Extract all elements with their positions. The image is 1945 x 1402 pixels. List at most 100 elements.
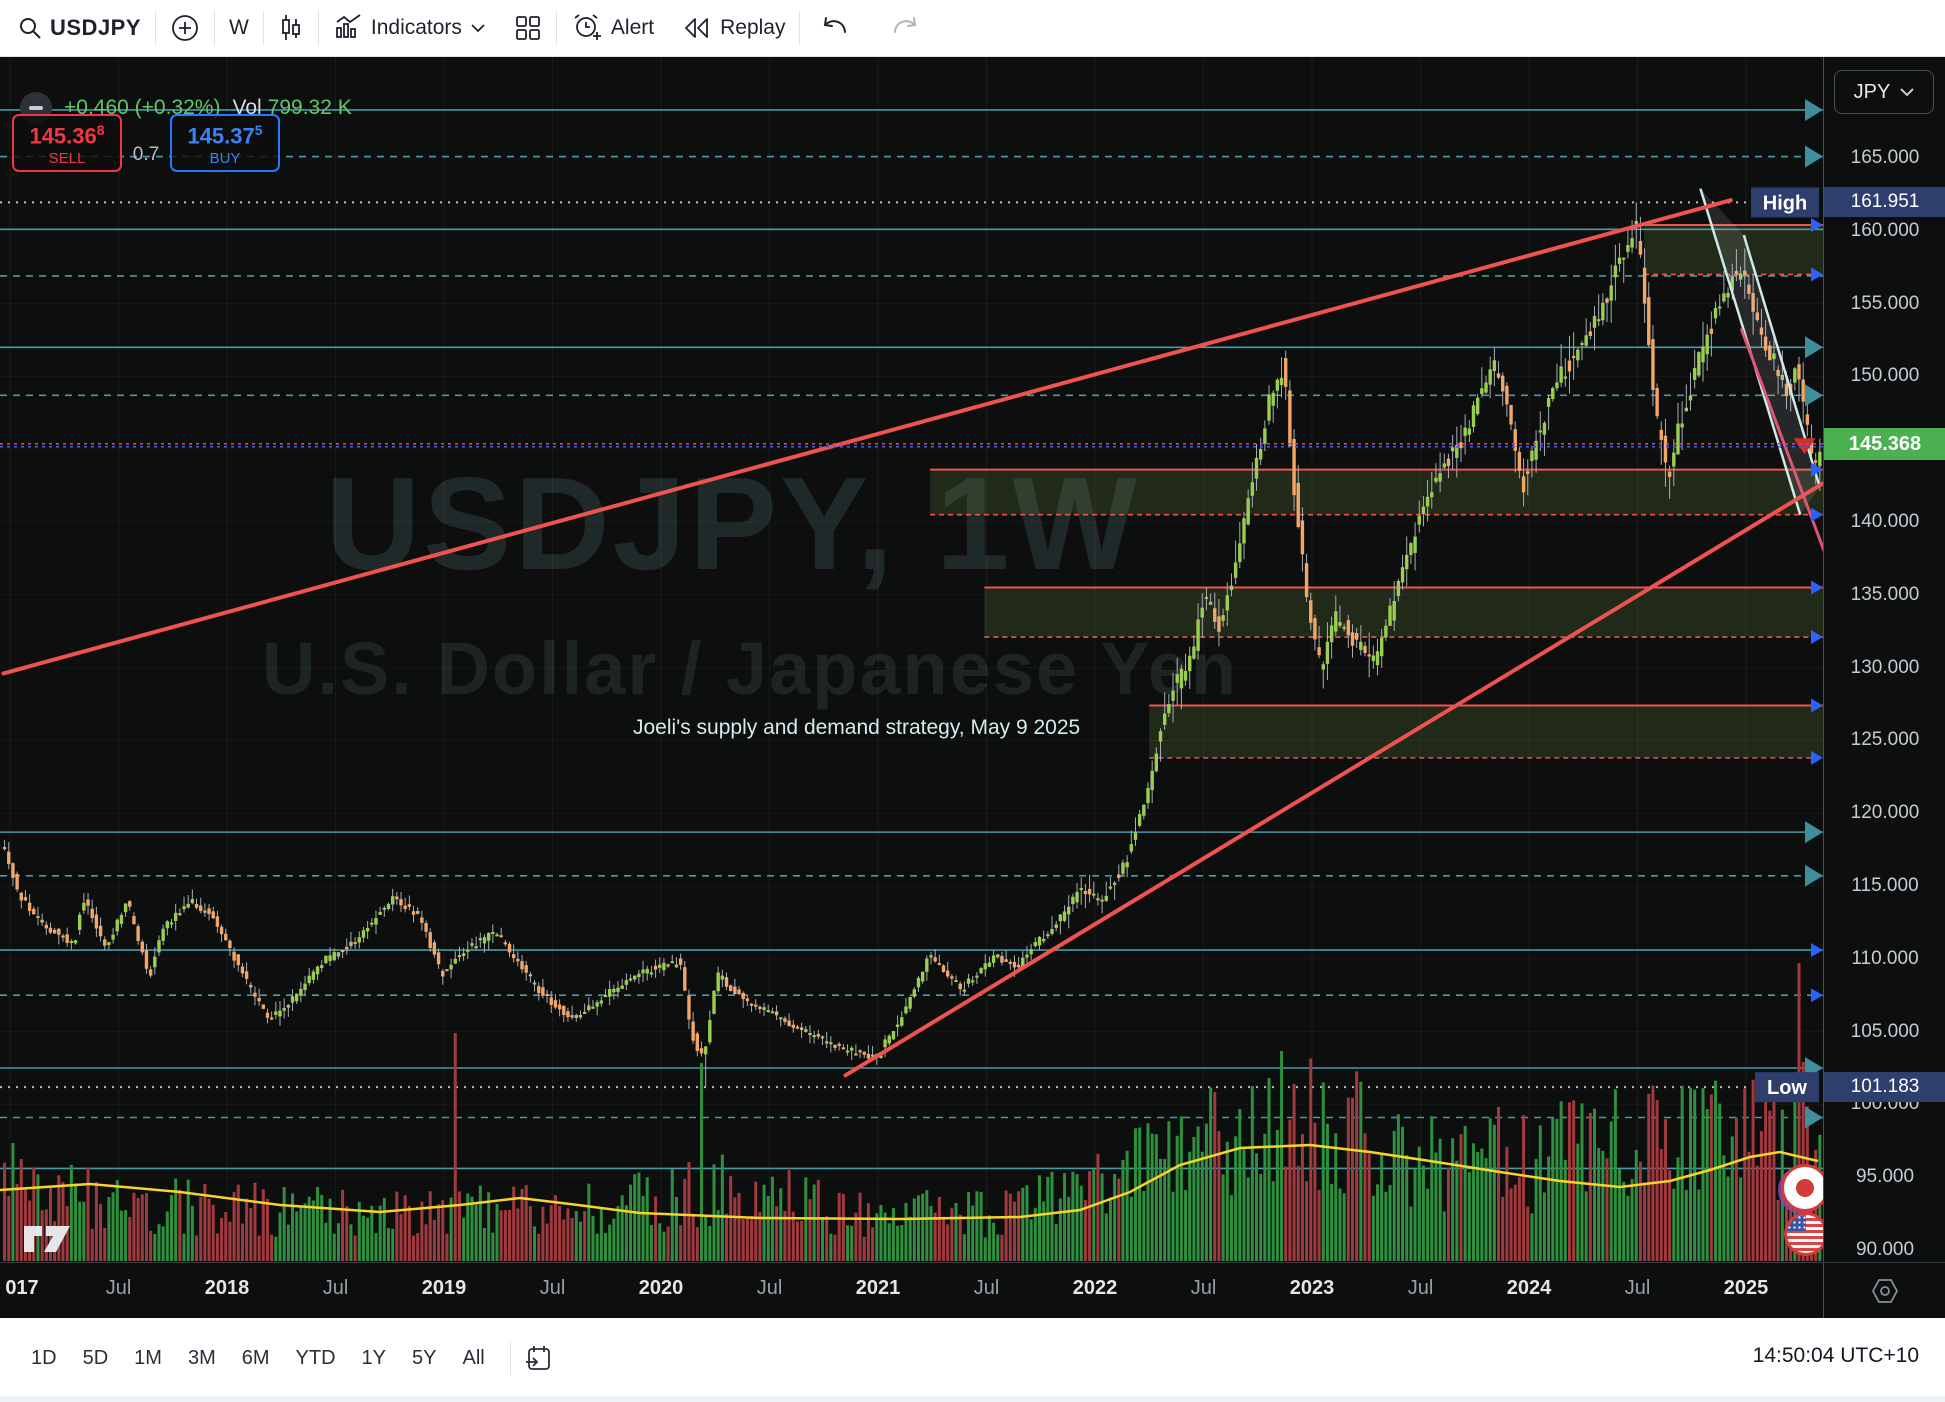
clock-timezone[interactable]: 14:50:04 UTC+10: [1752, 1344, 1919, 1367]
horizontal-level-lines: [0, 109, 1823, 1170]
currency-label: JPY: [1853, 80, 1891, 103]
replay-label: Replay: [720, 16, 786, 39]
price-axis-label: 120.000: [1850, 802, 1920, 824]
sell-button[interactable]: 145.368 SELL: [12, 114, 122, 172]
price-axis-label: 140.000: [1850, 511, 1920, 532]
range-button-1y[interactable]: 1Y: [361, 1346, 387, 1369]
price-axis-label: 125.000: [1850, 729, 1920, 751]
plus-circle-icon: [170, 13, 200, 43]
japan-flag-icon[interactable]: [1781, 1164, 1823, 1212]
price-axis-label: 90.000: [1855, 1239, 1915, 1260]
time-axis-label: 017: [5, 1277, 39, 1299]
axis-settings-corner[interactable]: [1823, 1263, 1945, 1319]
strategy-annotation[interactable]: Joeli's supply and demand strategy, May …: [633, 716, 1081, 739]
time-axis-label: Jul: [973, 1277, 1000, 1299]
price-axis[interactable]: JPY 165.000 160.000 155.000 150.000 140.000 1…: [1823, 56, 1945, 1262]
time-axis-label: 2024: [1506, 1277, 1552, 1299]
top-toolbar: USDJPY W Indicators: [0, 0, 1945, 57]
tradingview-logo[interactable]: [22, 1218, 74, 1261]
toolbar-separator: [262, 11, 264, 45]
buy-button[interactable]: 145.375 BUY: [170, 114, 280, 172]
range-button-5d[interactable]: 5D: [82, 1346, 109, 1369]
price-info-row: +0.460 (+0.32%) Vol 799.32 K: [20, 92, 352, 124]
price-chart-canvas[interactable]: High Low: [0, 56, 1823, 1262]
low-value-badge: 101.183: [1824, 1072, 1945, 1103]
compare-add-button[interactable]: [156, 0, 214, 56]
range-button-1d[interactable]: 1D: [31, 1346, 57, 1369]
hexagon-settings-icon: [1871, 1279, 1899, 1303]
alert-label: Alert: [610, 16, 655, 39]
time-axis-label: Jul: [1190, 1277, 1217, 1299]
price-axis-label: 155.000: [1850, 292, 1920, 314]
search-icon: [18, 16, 42, 40]
svg-text:High: High: [1763, 192, 1807, 214]
redo-button[interactable]: [870, 0, 940, 56]
toolbar-separator: [509, 1341, 511, 1375]
chart-style-button[interactable]: [264, 0, 318, 56]
price-axis-label: 150.000: [1850, 365, 1920, 387]
price-axis-label: 110.000: [1851, 947, 1919, 969]
range-button-5y[interactable]: 5Y: [412, 1346, 437, 1369]
candlestick-icon: [278, 13, 304, 43]
price-alert-markers: [1805, 98, 1823, 1129]
chevron-down-icon: [470, 23, 486, 33]
range-button-6m[interactable]: 6M: [241, 1346, 270, 1369]
range-button-3m[interactable]: 3M: [187, 1346, 216, 1369]
interval-label: W: [229, 16, 249, 39]
time-axis-label: Jul: [756, 1277, 783, 1299]
range-button-all[interactable]: All: [462, 1346, 485, 1369]
toolbar-separator: [799, 11, 801, 45]
supply-demand-zones: [930, 223, 1823, 759]
spread-value: 0.7: [132, 144, 160, 165]
chart-pane[interactable]: USDJPY, 1W U.S. Dollar / Japanese Yen Hi…: [0, 56, 1823, 1262]
time-axis-label: 2021: [855, 1277, 901, 1299]
calendar-arrow-icon: [525, 1346, 550, 1370]
replay-rewind-icon: [682, 15, 712, 41]
candles: [2, 202, 1822, 1088]
go-to-date-button[interactable]: [523, 1343, 553, 1373]
toolbar-separator: [155, 11, 157, 45]
toolbar-separator: [214, 11, 216, 45]
time-axis-label: Jul: [322, 1277, 349, 1299]
time-axis[interactable]: 017 Jul 2018 Jul 2019 Jul 2020 Jul 2021 Jul 2022 Ju…: [0, 1262, 1945, 1319]
high-badge: High: [1751, 187, 1819, 218]
time-axis-label: Jul: [1407, 1277, 1434, 1299]
grid: [0, 56, 1823, 1261]
undo-button[interactable]: [800, 0, 870, 56]
time-axis-label: 2025: [1723, 1277, 1769, 1299]
indicators-label: Indicators: [370, 16, 462, 39]
us-flag-icon[interactable]: [1784, 1212, 1823, 1256]
chevron-down-icon: [1900, 87, 1915, 96]
symbol-search-button[interactable]: USDJPY: [0, 0, 155, 56]
trendline-drawings: [1, 188, 1823, 1078]
time-axis-label: Jul: [539, 1277, 566, 1299]
indicators-button[interactable]: Indicators: [319, 0, 500, 56]
time-axis-label: Jul: [105, 1277, 132, 1299]
low-badge: Low: [1755, 1072, 1819, 1103]
interval-button[interactable]: W: [215, 0, 263, 56]
currency-dropdown[interactable]: JPY: [1834, 70, 1934, 114]
time-axis-label: Jul: [1624, 1277, 1651, 1299]
range-button-1m[interactable]: 1M: [134, 1346, 162, 1369]
range-button-ytd[interactable]: YTD: [295, 1346, 336, 1369]
replay-button[interactable]: Replay: [668, 0, 799, 56]
alert-button[interactable]: Alert: [557, 0, 668, 56]
range-buttons: 1D 5D 1M 3M 6M YTD 1Y 5Y All: [18, 1347, 498, 1370]
svg-text:Low: Low: [1767, 1077, 1807, 1099]
symbol-name: USDJPY: [50, 15, 142, 40]
sell-label: SELL: [48, 150, 86, 168]
price-axis-label: 135.000: [1850, 583, 1920, 605]
alert-clock-icon: [571, 12, 603, 44]
time-axis-label: 2018: [204, 1277, 250, 1299]
price-axis-label: 115.000: [1851, 875, 1919, 896]
current-price-badge: 145.368: [1824, 427, 1945, 460]
toolbar-separator: [317, 11, 319, 45]
undo-arrow-icon: [820, 16, 850, 40]
buy-label: BUY: [209, 150, 241, 168]
layout-button[interactable]: [500, 0, 556, 56]
time-axis-label: 2023: [1289, 1277, 1335, 1299]
price-axis-label: 160.000: [1850, 219, 1920, 241]
redo-arrow-icon: [890, 16, 920, 40]
high-value-badge: 161.951: [1824, 187, 1945, 218]
time-axis-label: 2022: [1072, 1277, 1118, 1299]
